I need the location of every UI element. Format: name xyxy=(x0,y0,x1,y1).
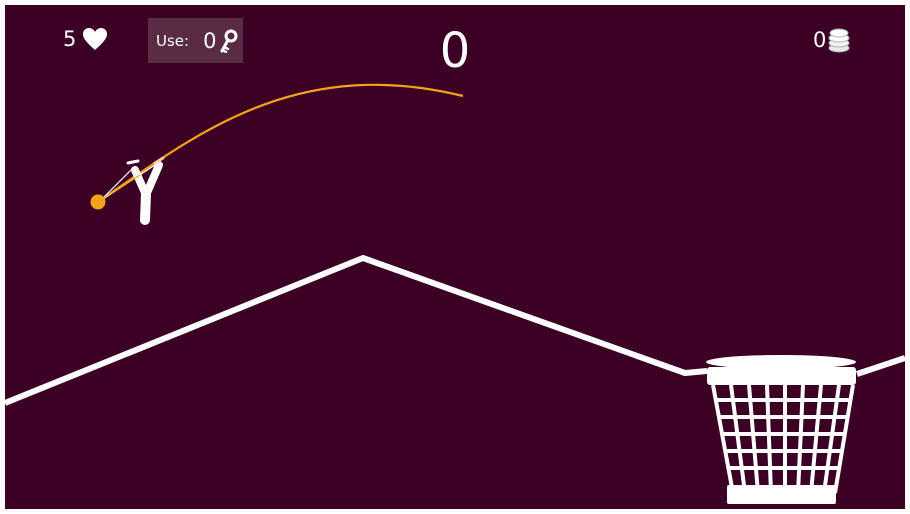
coin-stack-icon xyxy=(828,28,850,53)
lives-counter: 5 xyxy=(63,27,108,51)
basket xyxy=(706,355,856,504)
coin-counter: 0 xyxy=(813,27,851,53)
terrain-line xyxy=(5,255,708,406)
use-key-panel[interactable]: Use: 0 xyxy=(148,18,243,63)
terrain-line-right xyxy=(856,355,905,377)
slingshot[interactable] xyxy=(99,156,165,225)
playfield[interactable] xyxy=(5,5,905,509)
heart-icon xyxy=(83,28,108,50)
coin-count: 0 xyxy=(813,28,827,52)
score: 0 xyxy=(439,23,471,79)
lives-count: 5 xyxy=(63,27,77,51)
key-count: 0 xyxy=(203,28,217,53)
key-icon xyxy=(219,29,239,53)
game-canvas[interactable]: 5 Use: 0 0 0 xyxy=(5,5,905,509)
ball[interactable] xyxy=(90,194,106,210)
use-label: Use: xyxy=(156,31,190,50)
